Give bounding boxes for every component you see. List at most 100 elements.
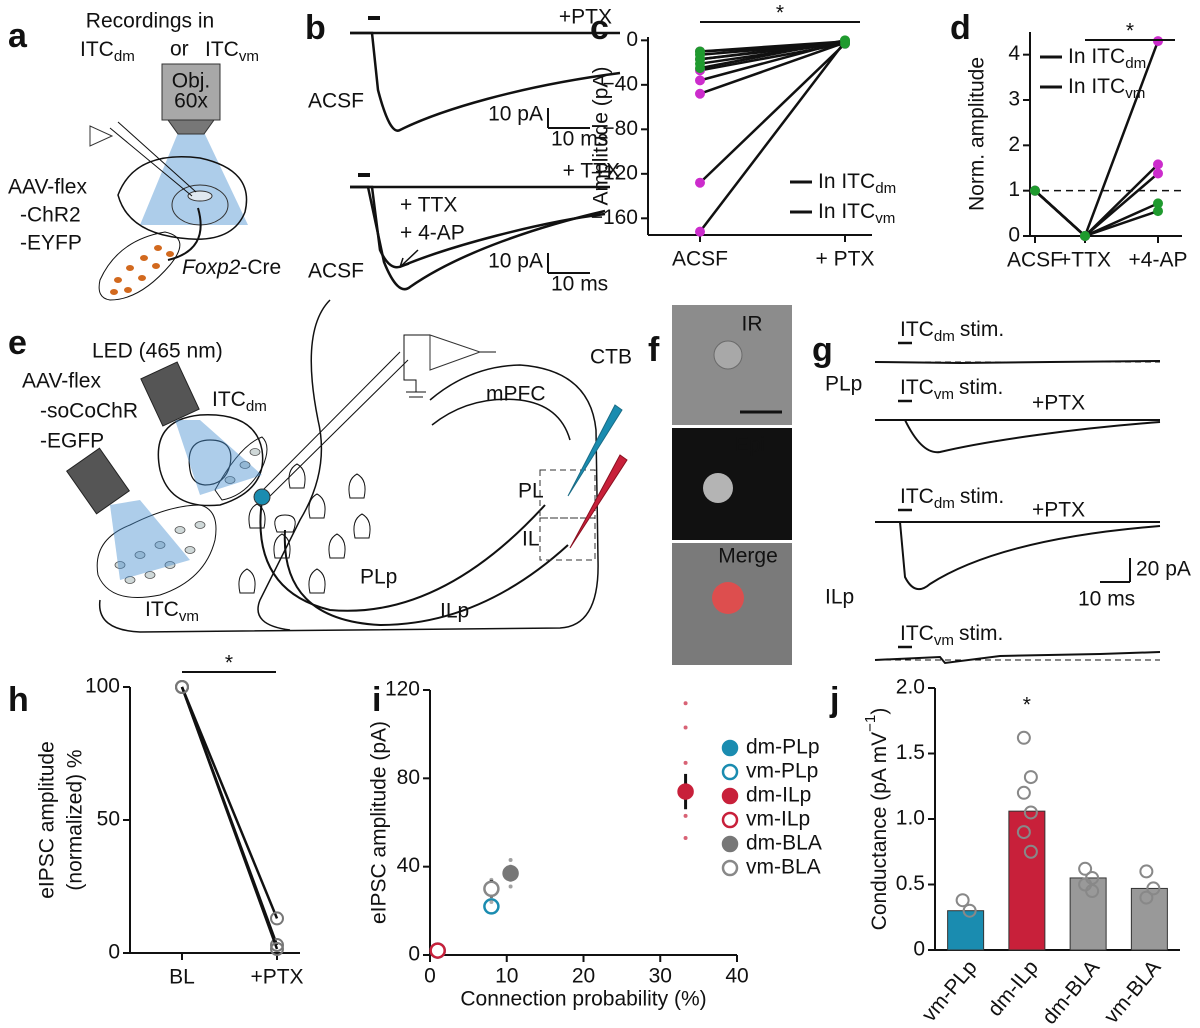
- cell-point: [695, 226, 705, 237]
- objective-label: Obj.: [172, 70, 211, 93]
- cell-point: [270, 942, 284, 957]
- neuron: [308, 493, 326, 519]
- pl-neuron: [253, 488, 271, 506]
- trace-label: ACSF: [308, 260, 364, 283]
- scale-label: 10 ms: [1078, 588, 1135, 611]
- virus-label: -EGFP: [40, 430, 104, 453]
- y-axis-label: Amplitude (pA): [590, 67, 613, 206]
- legend-label-part: vm: [1125, 85, 1145, 102]
- legend-marker: [721, 859, 739, 877]
- y-tick-label: −120: [591, 161, 638, 184]
- itc-vm-label-part: vm: [179, 608, 199, 625]
- y-tick-label: 4: [1008, 42, 1020, 65]
- bar: [1008, 810, 1046, 951]
- cell-point: [270, 938, 284, 953]
- itc-vm-label: ITCvm: [145, 598, 199, 625]
- legend-marker: [721, 787, 739, 805]
- trace: [875, 419, 1161, 454]
- cell-point: [1146, 881, 1161, 896]
- itc-vm-label: ITCvm: [205, 38, 259, 65]
- cell-line: [699, 40, 846, 82]
- legend-label-part: In ITC: [1068, 75, 1125, 98]
- itc-vm: [96, 504, 217, 598]
- x-tick-label: ACSF: [672, 248, 728, 271]
- neuron: [288, 463, 306, 489]
- cell-point: [1016, 785, 1031, 800]
- bar: [947, 910, 985, 951]
- legend-label: dm-BLA: [746, 832, 822, 855]
- legend-label: In ITCdm: [818, 170, 896, 197]
- y-tick-label: −80: [602, 117, 638, 140]
- slice: [117, 156, 248, 240]
- scale-label: 10 pA: [488, 103, 543, 126]
- y-axis-label: Conductance (pA mV−1): [862, 708, 891, 931]
- legend-marker: [721, 811, 739, 829]
- cell-point: [1153, 206, 1163, 217]
- image-label: Merge: [718, 545, 778, 568]
- legend-label: dm-PLp: [746, 736, 820, 759]
- region-label: ILp: [825, 586, 854, 609]
- pipette: [109, 127, 193, 197]
- y-tick-label: 0.5: [896, 872, 925, 895]
- trace-acsf2: [350, 185, 606, 291]
- pipette: [117, 121, 197, 193]
- stim-label: ITCvm stim.: [900, 376, 1003, 403]
- cell-point: [840, 35, 850, 46]
- y-tick-label: 120: [385, 678, 420, 701]
- cell-point: [683, 813, 688, 818]
- cell-point: [1016, 825, 1031, 840]
- significance: *: [225, 652, 233, 675]
- y-tick-label: 100: [85, 675, 120, 698]
- cell: [224, 476, 236, 484]
- cell-point: [508, 858, 513, 863]
- neuron: [353, 513, 371, 539]
- scale-label: 10 ms: [551, 128, 608, 151]
- legend-label-part: dm: [875, 180, 896, 197]
- cell-point: [1016, 730, 1031, 745]
- stim-label-part: stim.: [959, 622, 1003, 645]
- panel-label: c: [590, 9, 609, 47]
- itc-vm-label-part: ITC: [205, 38, 239, 61]
- region-label: IL: [522, 528, 540, 551]
- y-axis-label: eIPSC amplitude (pA): [368, 721, 391, 924]
- x-tick-label: 40: [725, 965, 748, 988]
- region-label: PL: [518, 480, 544, 503]
- image-label: IR: [742, 313, 763, 336]
- amygdala-outline: [188, 439, 232, 486]
- significance: *: [776, 2, 784, 25]
- trace: [875, 521, 1161, 591]
- cell: [126, 265, 134, 271]
- stim-label-part: ITC: [900, 485, 934, 508]
- led-light: [175, 420, 262, 495]
- legend-label-part: dm: [1125, 55, 1146, 72]
- legend-marker: [721, 835, 739, 853]
- y-axis-label-part: −1: [862, 715, 879, 732]
- x-tick-label: BL: [169, 966, 195, 989]
- y-tick-label: 0: [626, 28, 638, 51]
- itc-dm-label: ITCdm: [80, 38, 135, 65]
- panel-label: j: [829, 681, 839, 719]
- region-label: mPFC: [486, 383, 546, 406]
- trace-label: +PTX: [1032, 392, 1085, 415]
- stim-label-part: dm: [934, 328, 955, 345]
- cell-point: [683, 725, 688, 730]
- stim-label-part: stim.: [960, 485, 1004, 508]
- stim-label-part: dm: [934, 495, 955, 512]
- cell-line: [699, 39, 846, 70]
- region-label: CTB: [590, 346, 632, 369]
- mpfc-outline: [431, 398, 571, 441]
- pipette: [257, 351, 401, 496]
- x-tick-label: 30: [649, 965, 672, 988]
- cell-point: [955, 893, 970, 908]
- y-tick-label: 0: [408, 943, 420, 966]
- legend-label-part: In ITC: [818, 200, 875, 223]
- x-tick-label: dm-BLA: [1038, 956, 1104, 1028]
- cell-line: [180, 686, 279, 950]
- stim-label-part: stim.: [959, 376, 1003, 399]
- cell-point: [695, 63, 705, 74]
- cell-point: [489, 900, 494, 904]
- x-tick-label: dm-ILp: [983, 956, 1043, 1021]
- neuron: [238, 568, 256, 594]
- stim-label-part: stim.: [960, 318, 1004, 341]
